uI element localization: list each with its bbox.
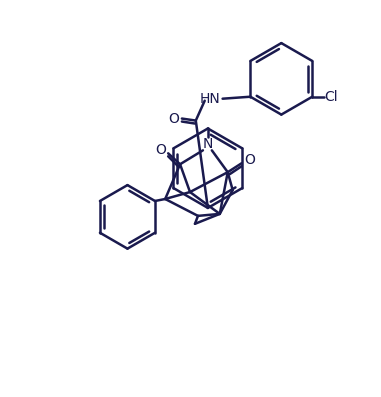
Text: HN: HN [200,92,221,106]
Text: N: N [203,137,213,151]
Text: Cl: Cl [324,90,338,104]
Text: O: O [168,112,179,125]
Text: O: O [244,153,255,167]
Text: O: O [155,143,166,157]
